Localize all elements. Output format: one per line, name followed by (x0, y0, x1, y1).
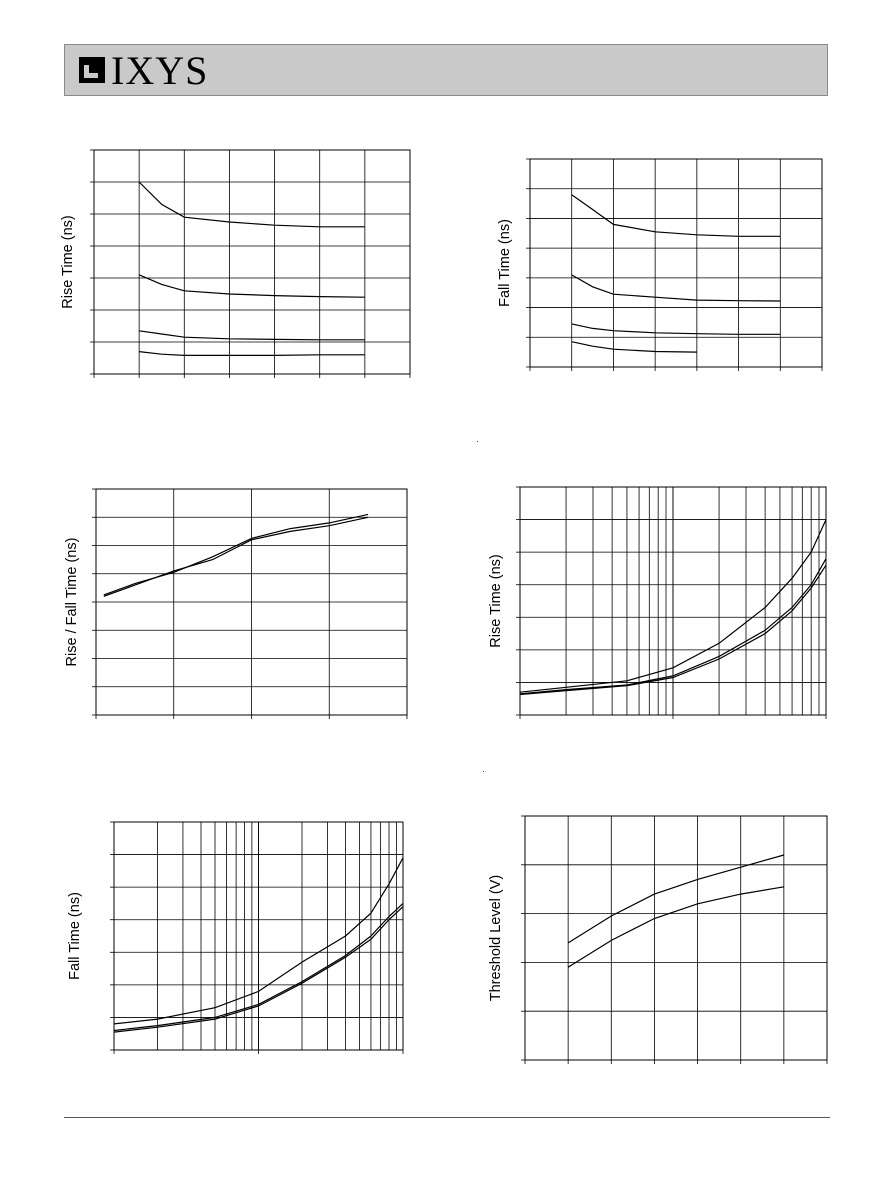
plot-frame (530, 159, 822, 367)
chart-rise-time-middle-right: Rise Time (ns) (480, 480, 835, 725)
footer-rule (64, 1117, 830, 1118)
chart-fall-time-top-right: Fall Time (ns) (488, 150, 828, 380)
y-axis-label: Fall Time (ns) (67, 892, 83, 980)
series-line-4 (139, 352, 365, 356)
grid (90, 150, 410, 378)
grid (521, 816, 827, 1064)
stray-mark (477, 441, 478, 442)
y-axis-label: Threshold Level (V) (488, 875, 504, 1002)
y-axis-label: Rise / Fall Time (ns) (64, 538, 80, 667)
series-line-4 (572, 342, 697, 352)
series-line-1 (139, 182, 365, 227)
plot-frame (525, 816, 827, 1060)
page-header: IXYS (64, 44, 828, 96)
chart-rise-fall-time-middle-left: Rise / Fall Time (ns) (56, 480, 416, 725)
ixys-logo-icon (79, 57, 105, 83)
series-line-2 (568, 887, 784, 968)
grid (516, 487, 826, 719)
chart-threshold-level-bottom-right: Threshold Level (V) (480, 808, 835, 1068)
y-axis-label: Rise Time (ns) (488, 554, 504, 647)
series-line-1 (104, 517, 368, 596)
grid (92, 489, 407, 719)
series-line-3 (139, 331, 365, 340)
chart-rise-time-top-left: Rise Time (ns) (50, 140, 420, 385)
series-line-2 (572, 275, 781, 301)
series-line-3 (572, 324, 781, 334)
y-axis-label: Fall Time (ns) (497, 219, 513, 307)
series-line-1 (572, 195, 781, 237)
series-line-1 (568, 855, 784, 943)
grid (526, 159, 822, 371)
series-line-2 (104, 514, 368, 595)
y-axis-label: Rise Time (ns) (60, 215, 76, 308)
logo-text: IXYS (111, 50, 208, 92)
chart-fall-time-bottom-left: Fall Time (ns) (60, 815, 410, 1055)
stray-mark (483, 771, 484, 772)
